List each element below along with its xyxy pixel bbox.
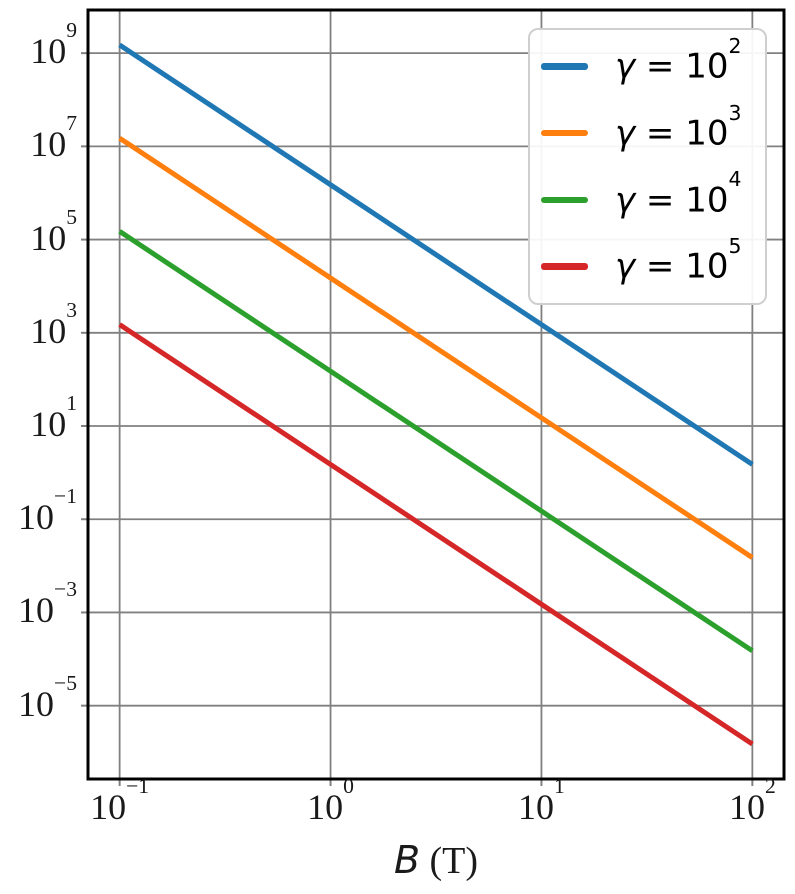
legend-line-swatch [541, 129, 588, 137]
legend-row-1: γ = 103 [530, 100, 765, 154]
x-axis-label: B (T) [393, 838, 479, 882]
y-tick-label: 10−1 [18, 484, 77, 538]
y-tick-label: 10−3 [18, 577, 77, 631]
series-line-1 [118, 136, 754, 560]
x-tick-label: 10−1 [90, 774, 150, 827]
y-tick-label: 101 [30, 391, 77, 445]
series-line-2 [118, 229, 754, 653]
plot-border [86, 8, 786, 781]
x-tick-label: 102 [728, 774, 776, 827]
legend-label: γ = 102 [615, 33, 742, 87]
legend-label: γ = 103 [615, 100, 742, 154]
x-tick-label: 100 [307, 774, 354, 827]
legend-line-swatch [541, 63, 588, 70]
legend-line-swatch [541, 263, 588, 270]
legend-row-3: γ = 105 [530, 234, 765, 287]
legend-row-2: γ = 104 [530, 167, 765, 220]
y-tick-label: 109 [30, 18, 77, 72]
legend-line-swatch [541, 196, 588, 204]
y-tick-label: 107 [30, 111, 77, 165]
legend-label: γ = 104 [615, 167, 742, 220]
series-line-3 [118, 322, 754, 747]
series-line-0 [118, 42, 754, 467]
y-tick-label: 10−5 [18, 670, 77, 724]
legend: γ = 102 γ = 103 γ = 104 γ = 105 [528, 28, 767, 305]
y-tick-label: 103 [30, 297, 77, 351]
x-tick-label: 101 [518, 774, 565, 827]
legend-label: γ = 105 [615, 234, 742, 287]
y-tick-label: 105 [30, 204, 77, 258]
legend-row-0: γ = 102 [530, 33, 765, 87]
